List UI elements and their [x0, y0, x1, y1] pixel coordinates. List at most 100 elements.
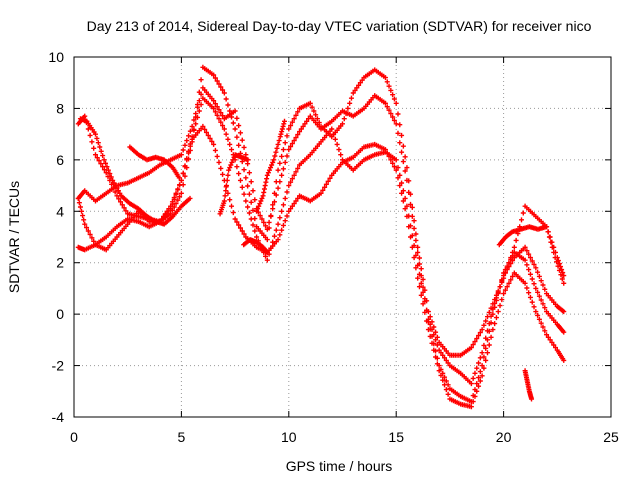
data-point-marker — [431, 341, 437, 347]
series-track-7 — [217, 152, 251, 217]
data-point-marker — [508, 277, 514, 283]
data-point-marker — [89, 235, 95, 241]
data-point-marker — [246, 170, 252, 176]
data-point-marker — [211, 98, 217, 104]
data-point-marker — [220, 171, 226, 177]
data-point-marker — [535, 269, 541, 275]
data-point-marker — [391, 117, 397, 123]
series-track-3 — [75, 64, 567, 358]
data-point-marker — [468, 399, 474, 405]
data-point-marker — [280, 166, 286, 172]
data-point-marker — [177, 194, 183, 200]
data-point-marker — [224, 183, 230, 189]
data-point-marker — [440, 352, 446, 358]
data-point-marker — [275, 141, 281, 147]
data-point-marker — [187, 195, 193, 201]
data-point-marker — [218, 110, 224, 116]
data-point-marker — [443, 378, 449, 384]
data-point-marker — [474, 381, 480, 387]
data-point-marker — [341, 116, 347, 122]
data-point-marker — [273, 149, 279, 155]
x-tick-label: 5 — [178, 429, 186, 445]
data-point-marker — [397, 183, 403, 189]
data-point-marker — [223, 188, 229, 194]
data-point-marker — [280, 147, 286, 153]
data-point-marker — [334, 141, 340, 147]
data-point-marker — [171, 204, 177, 210]
data-point-marker — [338, 152, 344, 158]
data-point-marker — [293, 169, 299, 175]
data-point-marker — [486, 321, 492, 327]
data-point-marker — [554, 259, 560, 265]
data-point-marker — [529, 258, 535, 264]
data-point-marker — [248, 216, 254, 222]
data-point-marker — [94, 135, 100, 141]
data-point-marker — [275, 237, 281, 243]
data-point-marker — [397, 140, 403, 146]
data-point-marker — [316, 120, 322, 126]
data-point-marker — [211, 72, 217, 78]
data-point-marker — [171, 196, 177, 202]
data-point-marker — [97, 144, 103, 150]
data-point-marker — [265, 170, 271, 176]
data-point-marker — [490, 306, 496, 312]
data-point-marker — [226, 167, 232, 173]
data-point-marker — [276, 138, 282, 144]
data-point-marker — [212, 75, 218, 81]
data-point-marker — [279, 126, 285, 132]
data-point-marker — [418, 292, 424, 298]
data-point-marker — [289, 176, 295, 182]
data-point-marker — [415, 249, 421, 255]
data-point-marker — [257, 201, 263, 207]
data-point-marker — [327, 175, 333, 181]
data-point-marker — [391, 164, 397, 170]
data-point-marker — [420, 284, 426, 290]
data-point-marker — [279, 172, 285, 178]
data-point-marker — [488, 334, 494, 340]
data-point-marker — [270, 239, 276, 245]
data-point-marker — [386, 83, 392, 89]
data-point-marker — [314, 116, 320, 122]
data-point-marker — [168, 206, 174, 212]
data-point-marker — [286, 208, 292, 214]
data-point-marker — [548, 239, 554, 245]
data-point-marker — [397, 172, 403, 178]
data-point-marker — [236, 222, 242, 228]
data-point-marker — [289, 203, 295, 209]
data-point-marker — [400, 143, 406, 149]
data-point-marker — [322, 184, 328, 190]
data-point-marker — [289, 119, 295, 125]
data-point-marker — [268, 245, 274, 251]
data-point-marker — [260, 193, 266, 199]
data-point-marker — [501, 291, 507, 297]
data-point-marker — [445, 391, 451, 397]
data-point-marker — [468, 381, 474, 387]
data-point-marker — [229, 114, 235, 120]
data-point-marker — [236, 123, 242, 129]
data-point-marker — [280, 222, 286, 228]
data-point-marker — [402, 168, 408, 174]
data-point-marker — [558, 272, 564, 278]
data-point-marker — [116, 196, 122, 202]
data-point-marker — [193, 121, 199, 127]
data-point-marker — [302, 121, 308, 127]
data-point-marker — [476, 383, 482, 389]
data-point-marker — [264, 249, 270, 255]
data-point-marker — [552, 255, 558, 261]
data-point-marker — [87, 132, 93, 138]
data-point-marker — [257, 213, 263, 219]
data-point-marker — [540, 324, 546, 330]
data-point-marker — [280, 123, 286, 129]
data-point-marker — [195, 114, 201, 120]
data-point-marker — [221, 198, 227, 204]
data-point-marker — [510, 273, 516, 279]
data-point-marker — [536, 273, 542, 279]
data-point-marker — [490, 327, 496, 333]
data-point-marker — [227, 141, 233, 147]
y-tick-label: 4 — [56, 203, 64, 219]
data-point-marker — [113, 183, 119, 189]
series-track-4 — [75, 95, 567, 387]
data-point-marker — [187, 141, 193, 147]
data-point-marker — [472, 370, 478, 376]
data-point-marker — [413, 231, 419, 237]
